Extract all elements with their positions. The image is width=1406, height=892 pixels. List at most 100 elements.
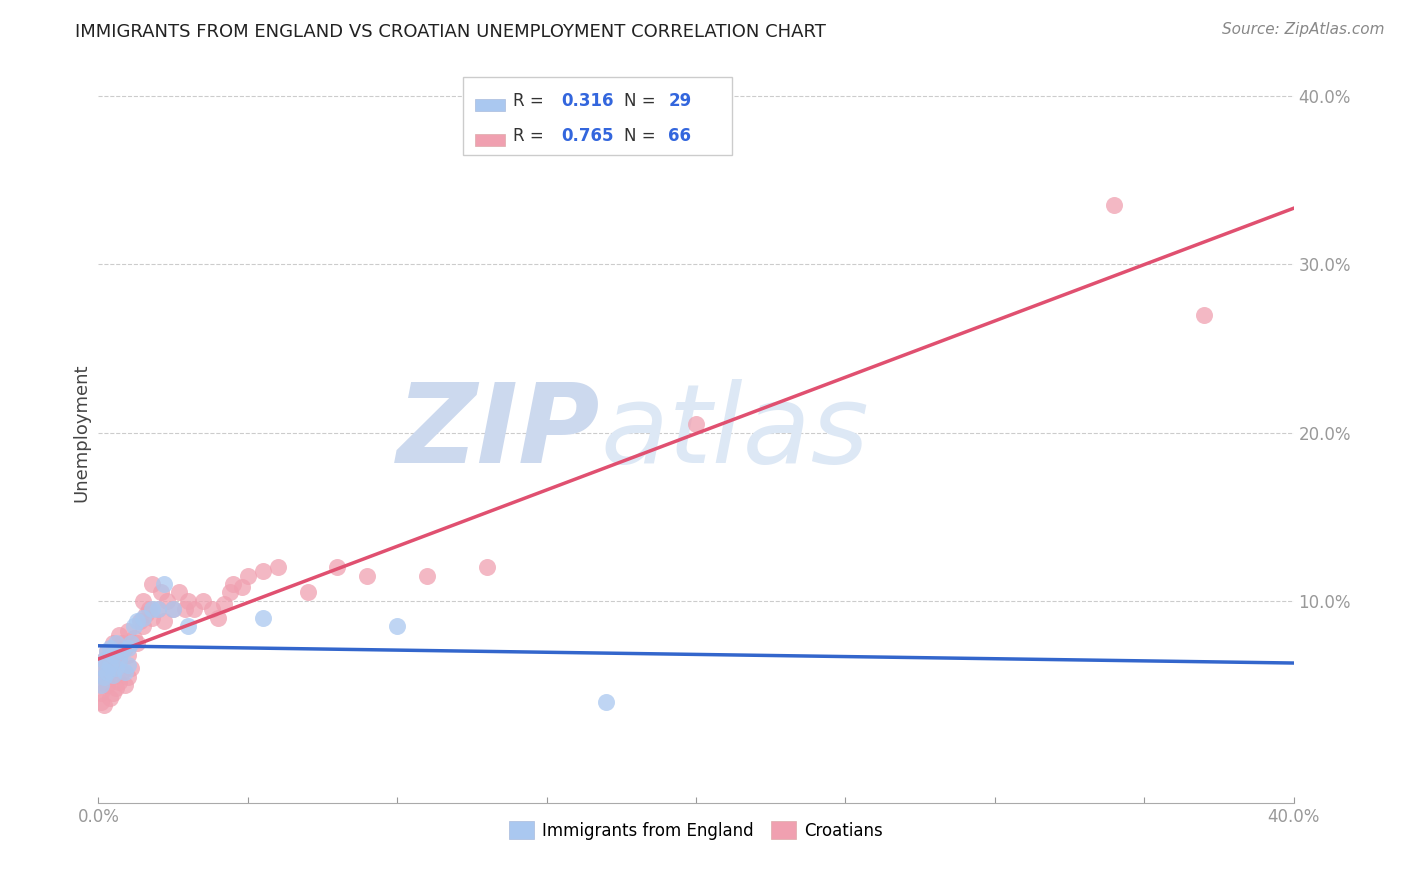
Point bbox=[90, 661, 112, 675]
Point bbox=[148, 602, 170, 616]
Point bbox=[117, 648, 139, 662]
Point bbox=[153, 614, 176, 628]
Point bbox=[138, 602, 160, 616]
Point bbox=[191, 594, 214, 608]
Point bbox=[90, 695, 112, 709]
Point bbox=[222, 577, 245, 591]
Point bbox=[416, 568, 439, 582]
Point bbox=[108, 627, 131, 641]
Point bbox=[177, 619, 200, 633]
Point bbox=[103, 636, 125, 650]
Bar bbox=[475, 99, 505, 111]
Point bbox=[96, 644, 118, 658]
Point bbox=[98, 648, 122, 662]
Point bbox=[132, 619, 155, 633]
Text: R =: R = bbox=[513, 92, 550, 110]
Point bbox=[90, 678, 112, 692]
Point bbox=[111, 644, 134, 658]
Point bbox=[98, 691, 122, 706]
Point bbox=[105, 644, 128, 658]
FancyBboxPatch shape bbox=[463, 78, 733, 155]
Point bbox=[96, 644, 118, 658]
Point bbox=[252, 610, 274, 624]
Text: R =: R = bbox=[513, 128, 550, 145]
Point bbox=[90, 678, 112, 692]
Text: 29: 29 bbox=[668, 92, 692, 110]
Point bbox=[153, 577, 176, 591]
Point bbox=[114, 640, 136, 655]
Point bbox=[183, 602, 205, 616]
Point bbox=[132, 594, 155, 608]
Point bbox=[117, 657, 139, 672]
Point bbox=[114, 665, 136, 679]
Point bbox=[167, 585, 190, 599]
Point bbox=[132, 610, 155, 624]
Point bbox=[105, 636, 128, 650]
Text: 0.765: 0.765 bbox=[561, 128, 613, 145]
Point bbox=[252, 564, 274, 578]
Point bbox=[212, 597, 235, 611]
Y-axis label: Unemployment: Unemployment bbox=[73, 363, 91, 502]
Text: atlas: atlas bbox=[600, 379, 869, 486]
Text: IMMIGRANTS FROM ENGLAND VS CROATIAN UNEMPLOYMENT CORRELATION CHART: IMMIGRANTS FROM ENGLAND VS CROATIAN UNEM… bbox=[75, 23, 825, 41]
Point bbox=[326, 560, 349, 574]
Text: Source: ZipAtlas.com: Source: ZipAtlas.com bbox=[1222, 22, 1385, 37]
Point bbox=[103, 648, 125, 662]
Point bbox=[141, 610, 163, 624]
Point bbox=[297, 585, 319, 599]
Point bbox=[93, 698, 115, 713]
Point bbox=[117, 670, 139, 684]
Point bbox=[385, 619, 409, 633]
Point bbox=[105, 681, 128, 696]
Point bbox=[98, 640, 122, 655]
Point bbox=[90, 686, 112, 700]
Text: ZIP: ZIP bbox=[396, 379, 600, 486]
Point bbox=[174, 602, 197, 616]
Point bbox=[103, 686, 125, 700]
Point bbox=[93, 653, 115, 667]
Point bbox=[150, 585, 173, 599]
Point bbox=[114, 678, 136, 692]
Point bbox=[148, 602, 170, 616]
Point bbox=[117, 624, 139, 639]
Point bbox=[103, 668, 125, 682]
Point bbox=[231, 581, 253, 595]
Point bbox=[111, 665, 134, 679]
Point bbox=[201, 602, 224, 616]
Point bbox=[117, 640, 139, 655]
Point bbox=[120, 636, 142, 650]
Point bbox=[108, 653, 131, 667]
Point bbox=[219, 585, 242, 599]
Point bbox=[1104, 198, 1126, 212]
Point bbox=[108, 653, 131, 667]
Point bbox=[129, 614, 152, 628]
Point bbox=[135, 607, 157, 622]
Point bbox=[103, 653, 125, 667]
Point bbox=[162, 602, 184, 616]
Point bbox=[124, 619, 146, 633]
Point bbox=[475, 560, 498, 574]
Text: N =: N = bbox=[624, 128, 661, 145]
Point bbox=[356, 568, 378, 582]
Point bbox=[685, 417, 707, 432]
Point bbox=[96, 665, 118, 679]
Point bbox=[103, 670, 125, 684]
Text: 66: 66 bbox=[668, 128, 692, 145]
Point bbox=[96, 661, 118, 675]
Point bbox=[156, 594, 179, 608]
Point bbox=[267, 560, 290, 574]
Point bbox=[98, 657, 122, 672]
Point bbox=[105, 661, 128, 675]
Text: N =: N = bbox=[624, 92, 661, 110]
Point bbox=[98, 665, 122, 679]
Point bbox=[1192, 308, 1215, 322]
Point bbox=[93, 653, 115, 667]
Point bbox=[207, 610, 229, 624]
Point bbox=[177, 594, 200, 608]
Legend: Immigrants from England, Croatians: Immigrants from England, Croatians bbox=[502, 814, 890, 847]
Text: 0.316: 0.316 bbox=[561, 92, 613, 110]
Point bbox=[124, 631, 146, 645]
Point bbox=[127, 636, 149, 650]
Point bbox=[162, 602, 184, 616]
Point bbox=[96, 678, 118, 692]
